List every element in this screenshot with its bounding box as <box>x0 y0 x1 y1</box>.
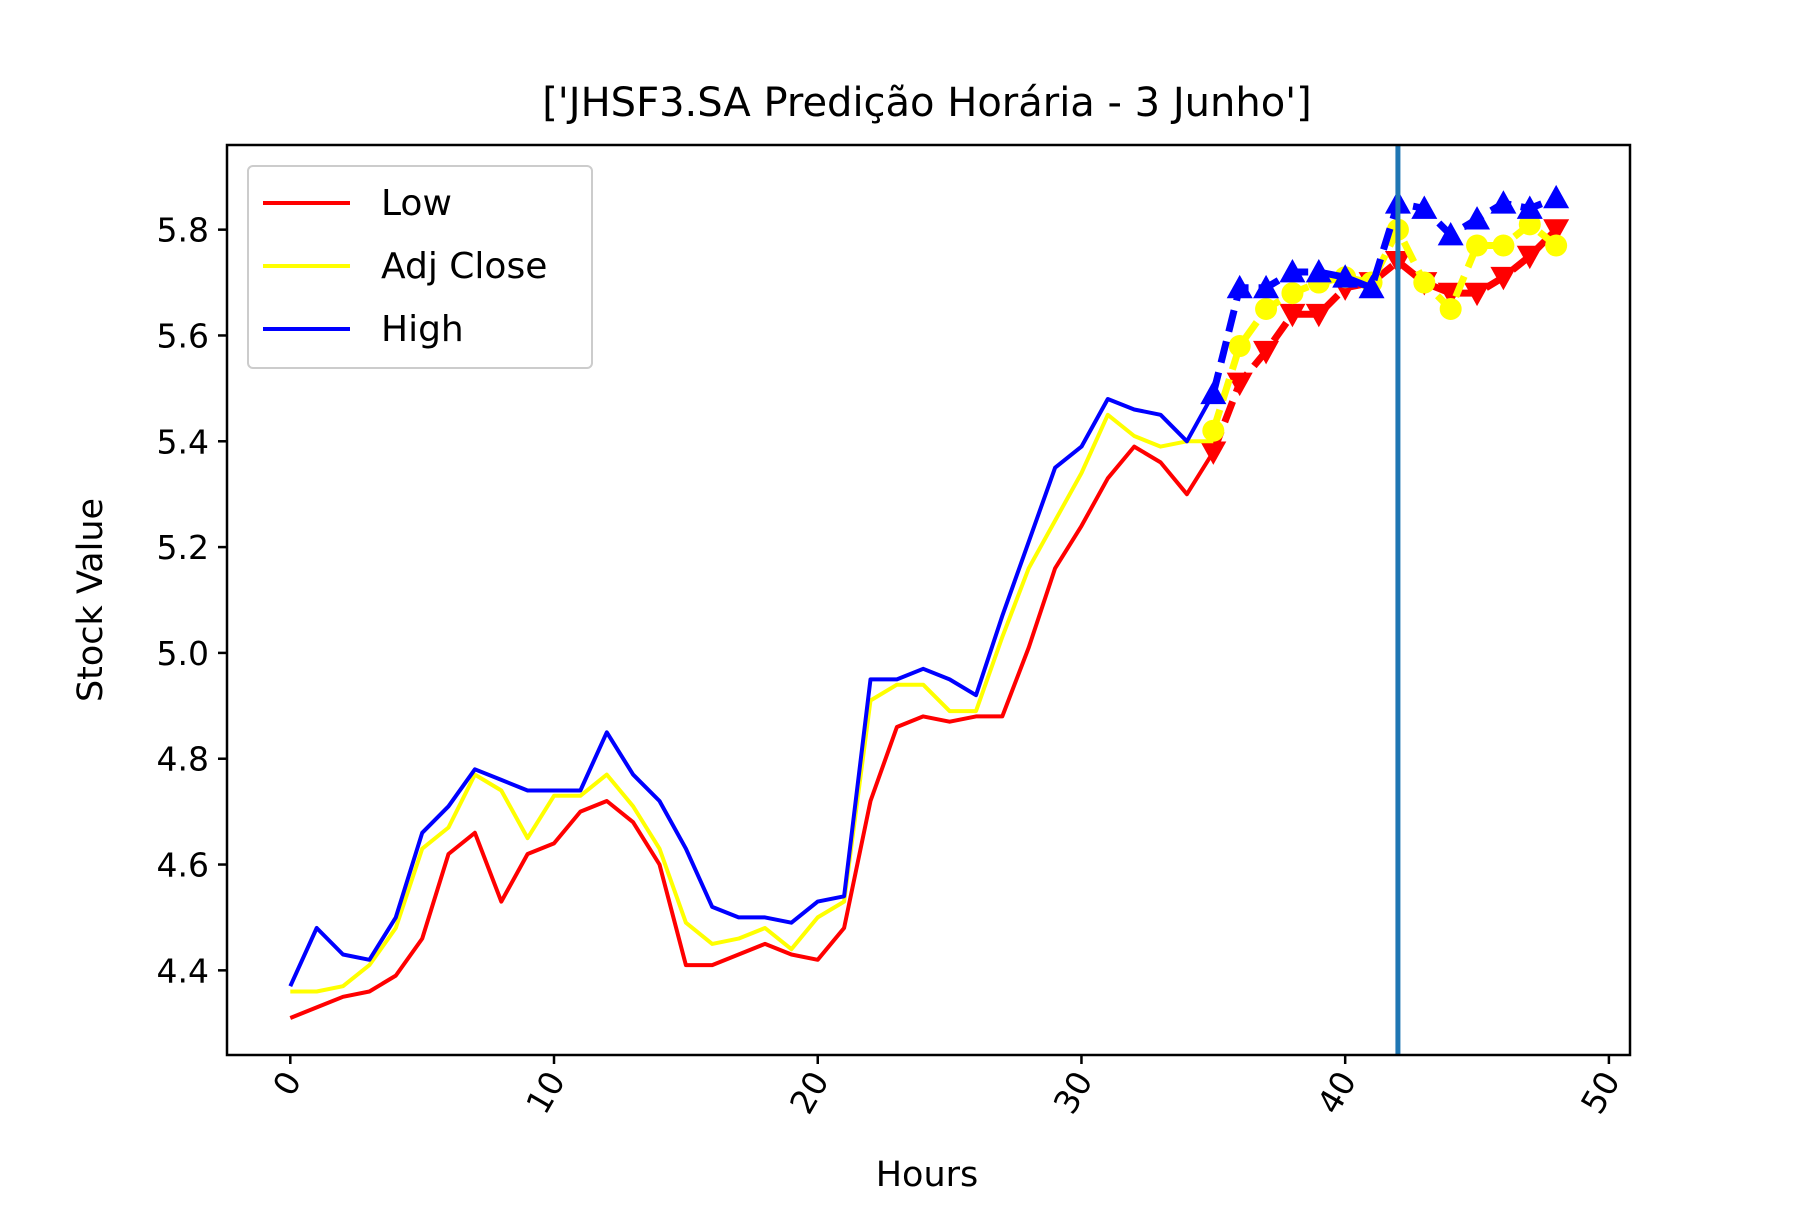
prediction-point-high <box>1279 258 1306 283</box>
prediction-point-high <box>1411 195 1438 219</box>
y-axis-label: Stock Value <box>71 498 111 702</box>
prediction-point-low <box>1200 441 1227 465</box>
prediction-point-low <box>1464 282 1491 307</box>
prediction-point-adj-close <box>1439 298 1462 321</box>
legend-label-high: High <box>381 309 464 350</box>
prediction-point-low <box>1305 303 1332 328</box>
prediction-point-adj-close <box>1202 419 1225 442</box>
prediction-point-adj-close <box>1255 298 1278 321</box>
prediction-point-low <box>1490 266 1517 291</box>
prediction-point-adj-close <box>1545 234 1568 257</box>
prediction-point-low <box>1226 372 1253 397</box>
y-tick-label: 4.6 <box>157 846 209 885</box>
prediction-point-high <box>1437 221 1464 246</box>
prediction-point-high <box>1490 190 1517 214</box>
y-tick-label: 5.2 <box>157 528 209 567</box>
prediction-point-low <box>1279 303 1306 328</box>
legend-box <box>247 165 593 369</box>
legend-label-low: Low <box>381 183 452 224</box>
prediction-point-adj-close <box>1466 234 1489 257</box>
prediction-point-adj-close <box>1281 282 1304 305</box>
plot-frame <box>225 143 1632 1057</box>
prediction-point-high <box>1226 274 1253 299</box>
legend-label-adj-close: Adj Close <box>381 246 547 287</box>
prediction-point-high <box>1358 274 1385 299</box>
prediction-point-low <box>1516 245 1543 270</box>
y-tick-label: 5.4 <box>157 422 209 461</box>
x-axis-label: Hours <box>876 1155 979 1195</box>
prediction-point-low <box>1543 219 1570 243</box>
prediction-point-high <box>1516 195 1543 219</box>
y-tick-label: 5.6 <box>157 316 209 355</box>
chart-title: ['JHSF3.SA Predição Horária - 3 Junho'] <box>542 80 1312 126</box>
prediction-point-adj-close <box>1492 234 1515 257</box>
prediction-point-high <box>1543 184 1570 209</box>
y-tick-label: 4.8 <box>157 740 209 779</box>
series-group <box>288 184 1570 1020</box>
prediction-point-low <box>1253 340 1280 365</box>
y-tick-label: 5.0 <box>157 634 209 673</box>
prediction-point-high <box>1464 206 1491 230</box>
prediction-point-high <box>1332 264 1359 288</box>
prediction-point-adj-close <box>1228 335 1251 358</box>
series-line-adj-close <box>290 412 1214 994</box>
y-tick-label: 4.4 <box>157 951 209 990</box>
prediction-point-adj-close <box>1413 271 1436 294</box>
series-line-low <box>289 444 1215 1020</box>
prediction-point-high <box>1200 380 1227 405</box>
plot-area <box>225 143 1632 1057</box>
prediction-point-high <box>1305 258 1332 283</box>
y-tick-label: 5.8 <box>157 211 209 250</box>
prediction-point-high <box>1253 274 1280 299</box>
series-line-high <box>288 392 1216 988</box>
legend: Low Adj Close High <box>247 165 593 369</box>
